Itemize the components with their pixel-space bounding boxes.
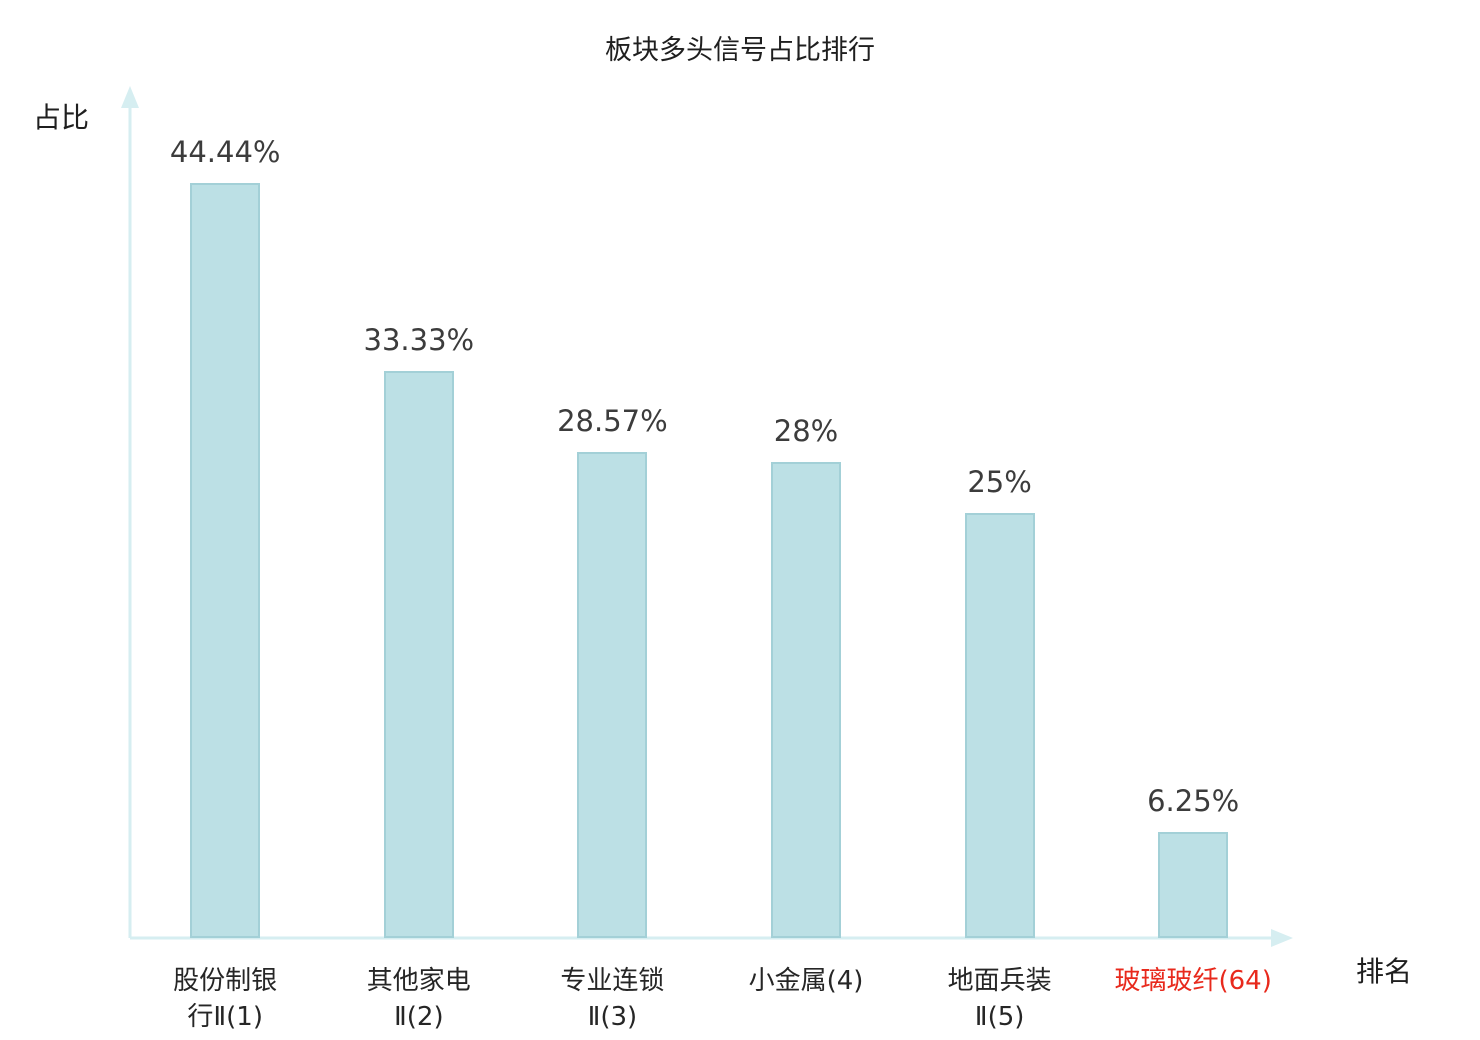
bar-1 bbox=[190, 183, 261, 938]
category-label-line: 专业连锁 bbox=[560, 966, 665, 996]
bar-value-label: 28% bbox=[773, 414, 839, 448]
category-label-line: 地面兵装 bbox=[947, 966, 1052, 996]
category-label-line: 玻璃玻纤(64) bbox=[1114, 966, 1272, 996]
category-label: 股份制银行Ⅱ(1) bbox=[110, 964, 340, 1036]
chart-title: 板块多头信号占比排行 bbox=[605, 35, 875, 66]
category-label: 玻璃玻纤(64) bbox=[1078, 964, 1308, 1000]
y-axis-arrow-icon bbox=[121, 86, 139, 108]
bar-value-label: 33.33% bbox=[363, 323, 475, 357]
category-label: 专业连锁 Ⅱ(3) bbox=[497, 964, 727, 1036]
bar-4 bbox=[771, 462, 841, 938]
x-axis-label: 排名 bbox=[1356, 955, 1413, 988]
bar-value-label: 6.25% bbox=[1147, 784, 1240, 818]
bar-6 bbox=[1158, 832, 1229, 938]
bar-3 bbox=[577, 452, 648, 938]
bar-value-label: 25% bbox=[967, 465, 1032, 499]
category-label-line: 小金属(4) bbox=[748, 966, 864, 996]
category-label: 地面兵装 Ⅱ(5) bbox=[885, 964, 1115, 1036]
category-label-line: 行Ⅱ(1) bbox=[187, 1001, 263, 1032]
category-label-line: Ⅱ(5) bbox=[974, 1001, 1025, 1032]
bar-2 bbox=[383, 371, 454, 938]
category-label-line: Ⅱ(3) bbox=[587, 1001, 638, 1032]
category-label-line: Ⅱ(2) bbox=[393, 1001, 444, 1032]
y-axis-label: 占比 bbox=[33, 101, 90, 134]
bar-value-label: 28.57% bbox=[557, 404, 668, 438]
category-label-line: 其他家电 bbox=[366, 966, 471, 996]
category-label: 其他家电 Ⅱ(2) bbox=[304, 964, 534, 1036]
category-label-line: 股份制银 bbox=[173, 966, 278, 996]
category-label: 小金属(4) bbox=[691, 964, 921, 1000]
x-axis-arrow-icon bbox=[1271, 929, 1293, 947]
bar-value-label: 44.44% bbox=[169, 135, 281, 169]
bar-5 bbox=[964, 513, 1035, 938]
